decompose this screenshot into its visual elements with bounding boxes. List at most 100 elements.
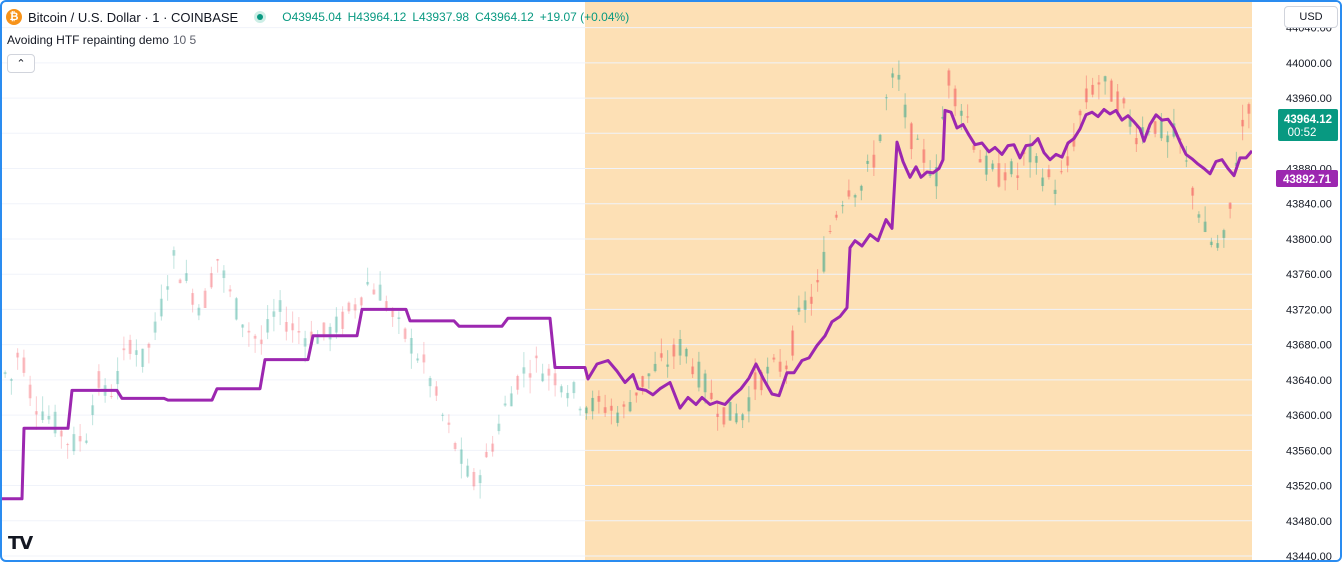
candle-body xyxy=(328,326,332,340)
candle-body xyxy=(909,123,913,150)
candle-body xyxy=(691,366,695,375)
candle-body xyxy=(834,214,838,218)
candle-body xyxy=(34,411,38,415)
candle-body xyxy=(359,297,363,306)
candle-body xyxy=(609,405,613,411)
candle-body xyxy=(1122,98,1126,104)
candle-body xyxy=(928,172,932,176)
candle-body xyxy=(1041,177,1045,187)
candle-body xyxy=(134,350,138,355)
candle-body xyxy=(1209,241,1213,246)
ohlc-values: O43945.04 H43964.12 L43937.98 C43964.12 +19.… xyxy=(282,10,629,24)
price-tick-label: 43720.00 xyxy=(1286,304,1332,316)
candle-body xyxy=(891,73,895,78)
candle-body xyxy=(628,402,632,412)
collapse-legend-button[interactable]: ⌃ xyxy=(7,54,35,73)
candle-body xyxy=(184,273,188,281)
candle-body xyxy=(1203,221,1207,233)
candle-body xyxy=(741,414,745,421)
candle-body xyxy=(541,373,545,382)
candle-body xyxy=(616,412,620,423)
candle-body xyxy=(641,376,645,387)
candle-body xyxy=(109,396,113,398)
candle-body xyxy=(666,364,670,367)
candle-body xyxy=(78,436,82,442)
candle-body xyxy=(284,322,288,332)
candle-body xyxy=(847,190,851,197)
candle-body xyxy=(734,413,738,423)
currency-selector[interactable]: USD xyxy=(1284,6,1338,28)
candle-body xyxy=(416,358,420,361)
svg-text:43892.71: 43892.71 xyxy=(1283,174,1332,186)
candle-body xyxy=(603,407,607,413)
candle-body xyxy=(453,443,457,449)
candle-body xyxy=(547,368,551,376)
candle-body xyxy=(947,70,951,86)
price-axis[interactable] xyxy=(1252,2,1340,560)
candle-body xyxy=(391,310,395,317)
candle-body xyxy=(622,404,626,407)
symbol-title[interactable]: Bitcoin / U.S. Dollar · 1 · COINBASE xyxy=(28,9,239,25)
price-tick-label: 43480.00 xyxy=(1286,516,1332,528)
svg-text:43964.12: 43964.12 xyxy=(1284,114,1332,126)
candle-body xyxy=(759,371,763,391)
price-tick-label: 43800.00 xyxy=(1286,234,1332,246)
candle-body xyxy=(809,296,813,304)
close-value: C43964.12 xyxy=(475,10,534,24)
candle-body xyxy=(922,149,926,163)
candle-body xyxy=(241,324,245,328)
candle-body xyxy=(1034,156,1038,163)
candle-body xyxy=(91,405,95,415)
candle-body xyxy=(53,411,57,434)
candle-body xyxy=(578,408,582,411)
svg-text:00:52: 00:52 xyxy=(1288,127,1317,139)
candle-body xyxy=(878,134,882,142)
candle-body xyxy=(316,335,320,344)
candle-body xyxy=(784,365,788,370)
candle-body xyxy=(959,110,963,116)
candle-body xyxy=(1097,82,1101,85)
low-value: L43937.98 xyxy=(412,10,470,24)
candle-body xyxy=(116,370,120,385)
candle-body xyxy=(853,195,857,198)
candle-body xyxy=(1216,243,1220,248)
candle-body xyxy=(9,379,13,381)
candle-body xyxy=(816,280,820,283)
candle-body xyxy=(503,403,507,406)
highlight-background xyxy=(585,2,1252,560)
candle-body xyxy=(1028,145,1032,163)
candle-body xyxy=(159,298,163,317)
candle-body xyxy=(516,375,520,390)
indicator-legend[interactable]: Avoiding HTF repainting demo 10 5 xyxy=(7,33,196,47)
candle-body xyxy=(659,353,663,358)
candle-body xyxy=(716,413,720,417)
candle-body xyxy=(1053,189,1057,194)
candle-body xyxy=(384,301,388,308)
candle-body xyxy=(653,363,657,372)
candle-body xyxy=(997,163,1001,187)
candle-body xyxy=(247,330,251,333)
price-axis-background xyxy=(1252,2,1340,560)
chevron-up-icon: ⌃ xyxy=(16,58,26,70)
bitcoin-icon: ₿ xyxy=(6,9,22,25)
candle-body xyxy=(866,160,870,164)
candle-body xyxy=(1084,88,1088,103)
candle-body xyxy=(984,155,988,175)
candle-body xyxy=(1059,171,1063,173)
market-open-dot xyxy=(254,11,267,23)
candle-body xyxy=(1103,76,1107,82)
last-price-label: 43964.12 00:52 xyxy=(1278,109,1338,141)
candle-body xyxy=(59,430,63,437)
indicator-params: 10 5 xyxy=(172,33,197,47)
candle-body xyxy=(22,357,26,373)
candle-body xyxy=(634,392,638,396)
candle-body xyxy=(291,323,295,331)
candle-body xyxy=(97,371,101,388)
candle-body xyxy=(1128,118,1132,127)
candle-body xyxy=(341,311,345,329)
indicator-line xyxy=(2,108,1254,501)
candle-body xyxy=(753,372,757,390)
price-tick-label: 43840.00 xyxy=(1286,199,1332,211)
candle-body xyxy=(1091,84,1095,95)
